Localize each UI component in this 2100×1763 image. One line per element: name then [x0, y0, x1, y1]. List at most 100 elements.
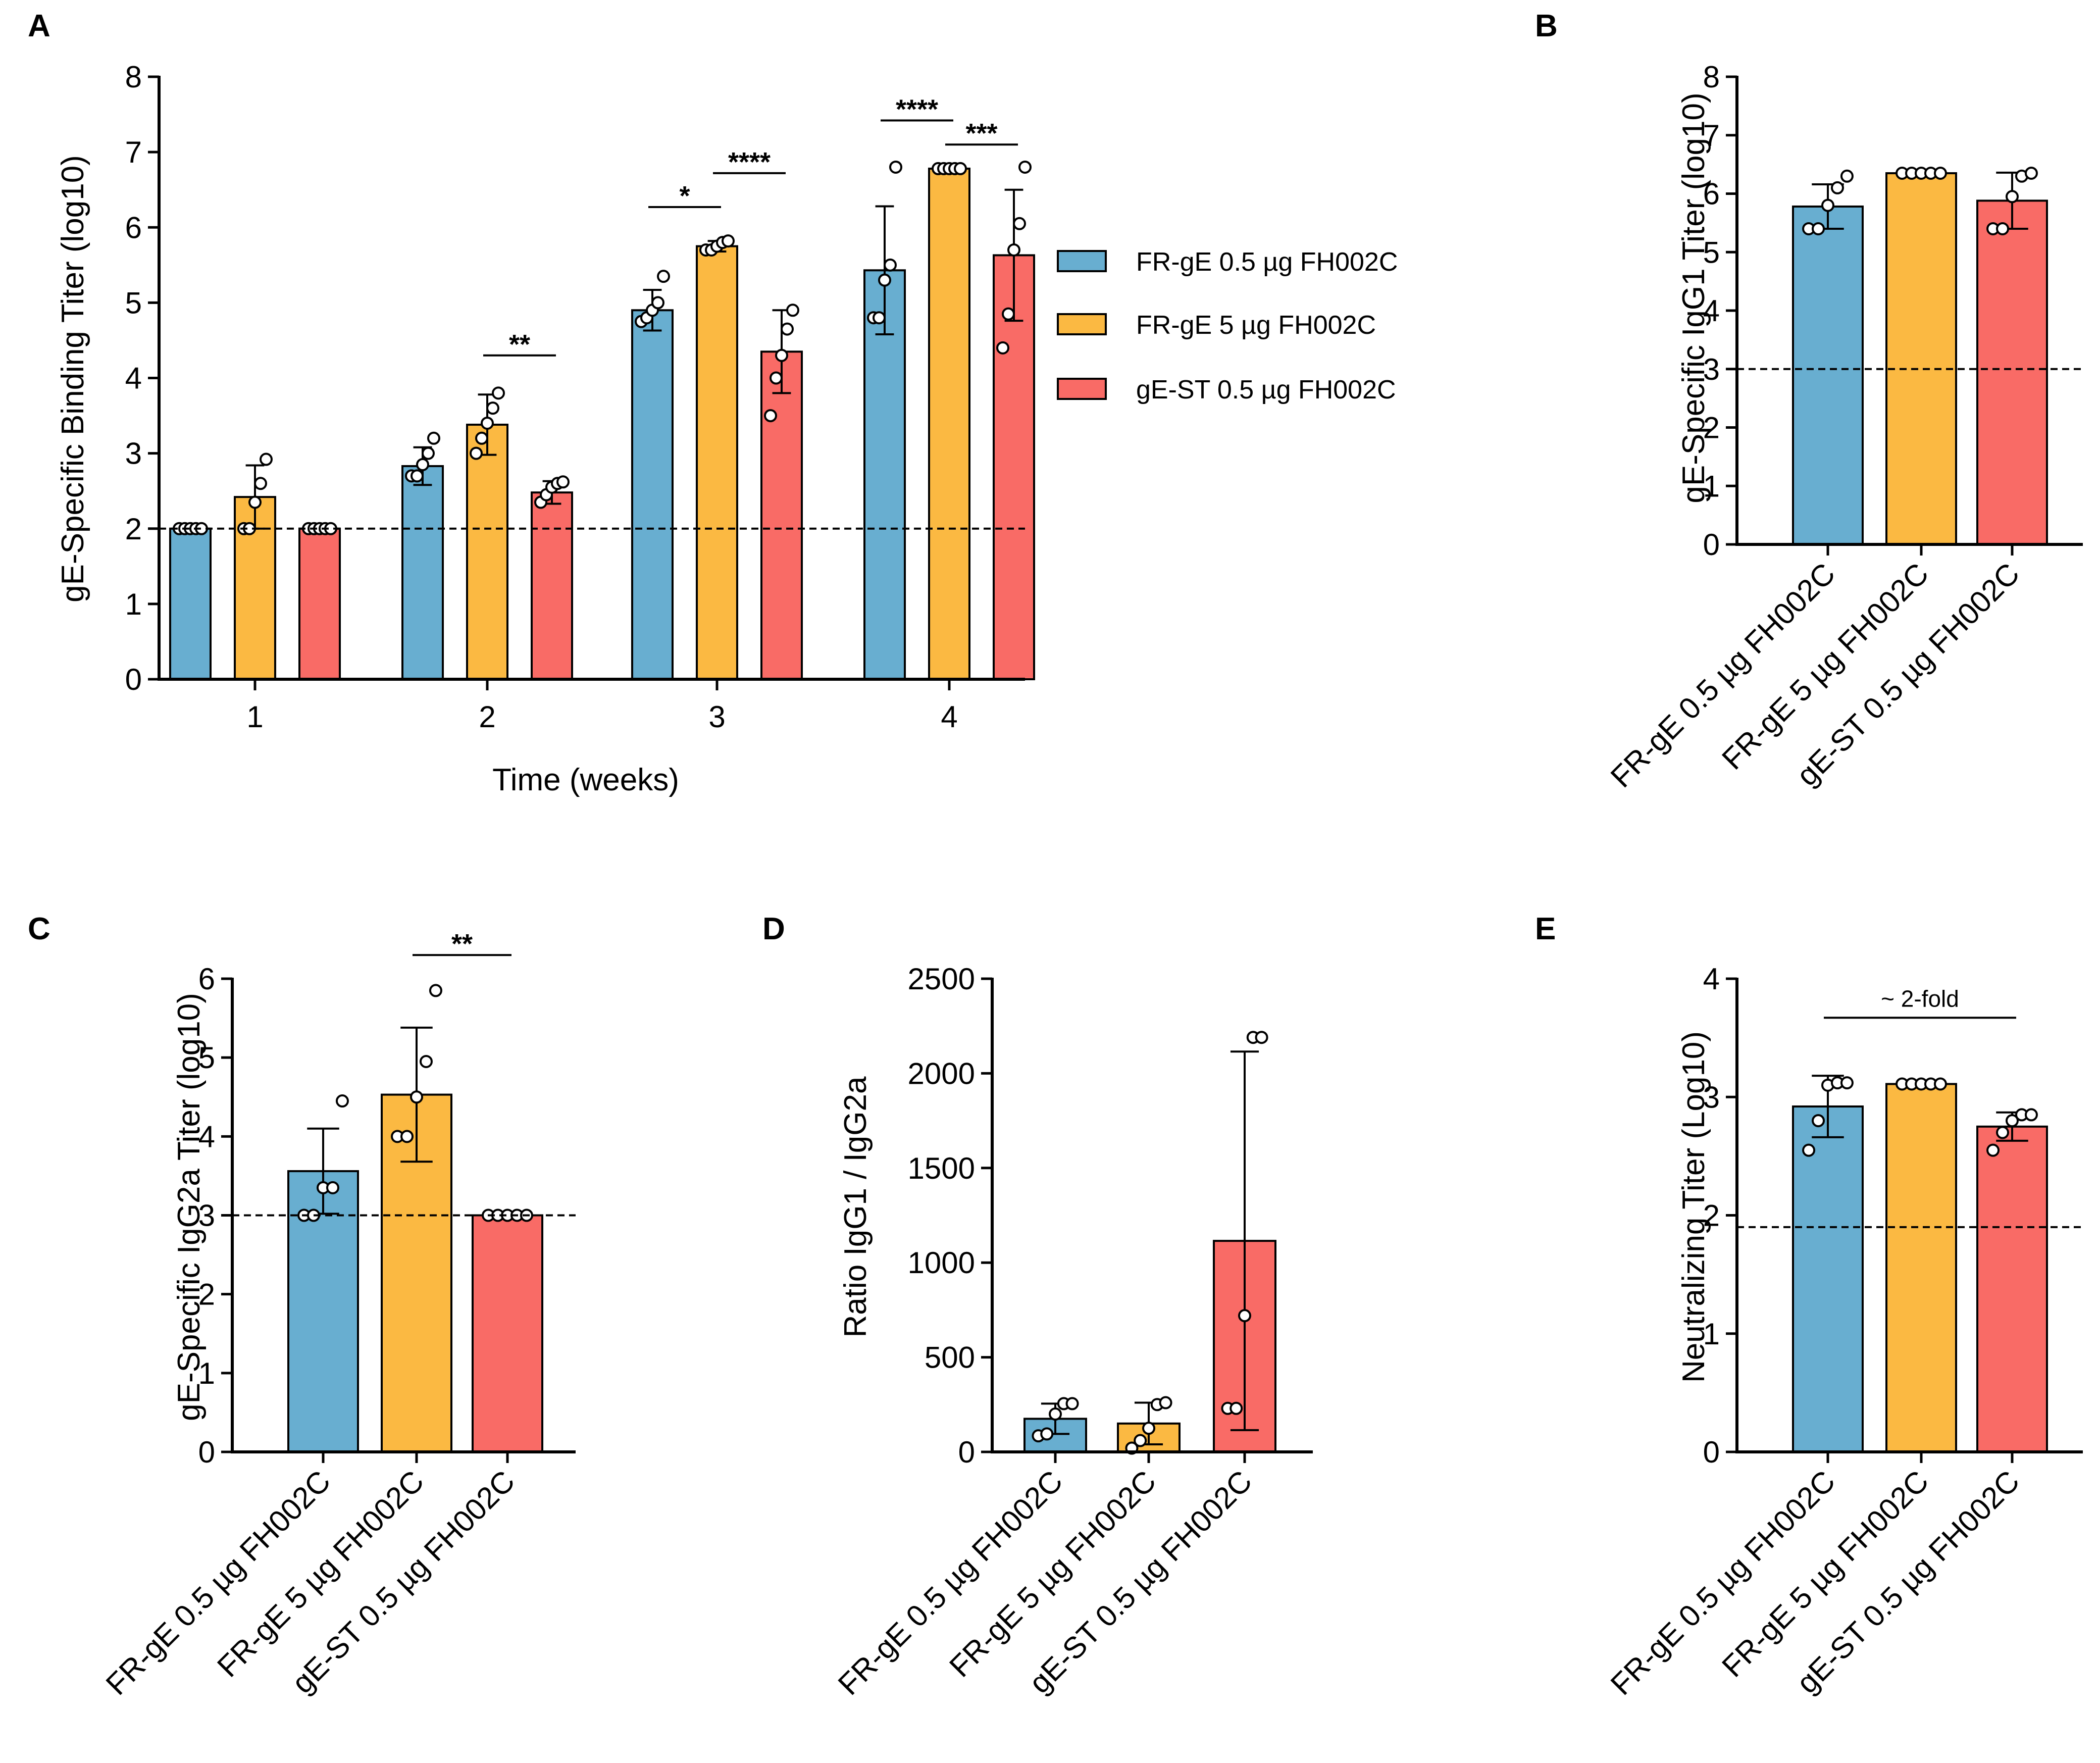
- panel-a-x-tick-label: 1: [246, 700, 263, 734]
- panel-a-bars: [169, 167, 1035, 681]
- panel-e-point: [2024, 1108, 2038, 1122]
- panel-a-legend: FR-gE 0.5 µg FH002C FR-gE 5 µg FH002C gE…: [1057, 247, 1398, 405]
- panel-a-y-tick-label: 7: [125, 135, 142, 169]
- panel-e-points: [1802, 1076, 2038, 1157]
- legend-swatch-fr-ge-0-5: [1057, 250, 1107, 272]
- panel-d-point: [1134, 1434, 1147, 1447]
- panel-d-point: [1255, 1031, 1268, 1044]
- panel-a-y-tick-label: 3: [125, 437, 142, 471]
- panel-a-point: [1002, 307, 1015, 321]
- panel-c-y-tick-label: 0: [198, 1435, 215, 1469]
- legend-swatch-fr-ge-5: [1057, 313, 1107, 335]
- panel-e-bar-fr-ge-0-5-ug-fh002c: [1792, 1105, 1864, 1453]
- panel-c-significance-label: **: [451, 929, 473, 959]
- panel-a-significance-label: ****: [728, 147, 771, 177]
- panel-a-x-tick-label: 4: [941, 700, 957, 734]
- panel-d-y-axis-title: Ratio IgG1 / IgG2a: [838, 1076, 873, 1337]
- panel-a-y-tick-label: 1: [125, 587, 142, 621]
- panel-e-y-tick-label: 4: [1703, 962, 1720, 996]
- panel-b-y-tick-label: 6: [1703, 177, 1720, 211]
- panel-a-bar-fr-ge-0-5-ug-fh002c-week-2: [401, 465, 444, 680]
- panel-a-point: [1007, 243, 1020, 257]
- panel-a-bar-fr-ge-5-ug-fh002c-week-4: [928, 167, 970, 680]
- panel-e-significance-label: ~ 2-fold: [1881, 985, 1959, 1012]
- panel-b-y-tick-label: 2: [1703, 411, 1720, 445]
- panel-b-y-tick-label: 1: [1703, 469, 1720, 503]
- panel-a-bar-fr-ge-5-ug-fh002c-week-3: [696, 245, 738, 680]
- panel-a: A gE-Specific Binding Titer (log10) Time…: [28, 9, 1398, 797]
- panel-d-point: [1142, 1422, 1155, 1435]
- panel-a-y-tick-label: 2: [125, 512, 142, 546]
- panel-a-point: [657, 270, 670, 283]
- panel-a-bar-fr-ge-0-5-ug-fh002c-week-1: [169, 527, 212, 680]
- panel-a-point: [416, 458, 429, 471]
- panel-a-bar-fr-ge-0-5-ug-fh002c-week-3: [631, 309, 674, 680]
- panel-e-point: [1840, 1076, 1854, 1090]
- panel-c-points: [297, 984, 533, 1222]
- panel-e-point: [1802, 1143, 1816, 1157]
- panel-b-bar-fr-ge-0-5-ug-fh002c: [1792, 205, 1864, 545]
- panel-a-point: [422, 446, 435, 460]
- panel-a-point: [775, 348, 788, 362]
- panel-b: B gE-Specific IgG1 Titer (log10) 0 1 2 3 4 5 6…: [1535, 9, 2083, 794]
- panel-c: C gE-Specific IgG2a Titer (log10) 0 1 2 3 4 5…: [28, 912, 576, 1701]
- panel-b-y-tick-label: 7: [1703, 119, 1720, 153]
- panel-d-points: [1032, 1031, 1268, 1455]
- panel-b-point: [1830, 181, 1844, 194]
- panel-d-y-tick-label: 500: [925, 1341, 975, 1375]
- legend-swatch-ge-st-0-5: [1057, 378, 1107, 400]
- panel-a-point: [878, 273, 891, 287]
- panel-c-y-tick-label: 3: [198, 1199, 215, 1233]
- panel-d-y-tick-label: 1500: [908, 1151, 975, 1185]
- panel-a-axes: 0 1 2 3 4 5 6 7 8 1 2 3 4: [125, 60, 1025, 734]
- panel-b-point: [1933, 166, 1947, 180]
- panel-b-bar-ge-st-0-5-ug-fh002c: [1976, 199, 2048, 545]
- panel-e-point: [2006, 1114, 2019, 1128]
- panel-e: E Neutralizing Titer (Log10) 01234FR-gE …: [1535, 912, 2083, 1701]
- panel-a-point: [889, 160, 902, 174]
- panel-e-y-tick-label: 3: [1703, 1080, 1720, 1114]
- panel-e-y-axis-title: Neutralizing Titer (Log10): [1676, 1031, 1711, 1383]
- panel-b-y-tick-label: 3: [1703, 352, 1720, 386]
- panel-c-point: [429, 984, 442, 997]
- panel-b-bar-fr-ge-5-ug-fh002c: [1885, 172, 1957, 545]
- panel-b-point: [1812, 222, 1825, 235]
- panel-e-y-tick-label: 1: [1703, 1317, 1720, 1351]
- panel-b-y-tick-label: 8: [1703, 60, 1720, 94]
- panel-b-point: [2006, 190, 2019, 204]
- panel-c-point: [419, 1054, 433, 1068]
- panel-a-point: [873, 311, 886, 325]
- panel-d-error-bar-ge-st-0-5-ug-fh002c: [1230, 1050, 1259, 1431]
- panel-b-y-tick-label: 4: [1703, 294, 1720, 328]
- panel-a-point: [470, 446, 483, 460]
- panel-e-bar-fr-ge-5-ug-fh002c: [1885, 1083, 1957, 1453]
- panel-a-point: [996, 341, 1009, 355]
- panel-c-y-tick-label: 5: [198, 1041, 215, 1075]
- panel-d-point: [1040, 1427, 1054, 1441]
- panel-c-point: [326, 1181, 339, 1194]
- panel-a-point: [781, 322, 794, 336]
- panel-a-x-axis-title: Time (weeks): [492, 763, 679, 797]
- panel-d-point: [1049, 1407, 1062, 1421]
- panel-c-y-tick-label: 1: [198, 1356, 215, 1390]
- panel-b-y-tick-label: 0: [1703, 528, 1720, 562]
- panel-a-y-tick-label: 0: [125, 663, 142, 696]
- panel-d: D Ratio IgG1 / IgG2a 0 500 1000 1500 2000 250…: [762, 912, 1313, 1701]
- panel-a-bar-fr-ge-0-5-ug-fh002c-week-4: [863, 269, 906, 680]
- panel-a-point: [486, 401, 499, 415]
- panel-d-point: [1159, 1396, 1172, 1409]
- panel-b-point: [1996, 222, 2010, 235]
- panel-d-y-tick-label: 0: [958, 1435, 975, 1469]
- panel-a-y-axis-title: gE-Specific Binding Titer (log10): [56, 155, 90, 602]
- panel-e-annotations: ~ 2-fold: [1824, 985, 2016, 1019]
- panel-a-point: [492, 386, 505, 400]
- panel-b-points: [1802, 166, 2038, 235]
- panel-e-point: [1996, 1126, 2010, 1139]
- panel-d-point: [1230, 1401, 1243, 1415]
- panel-a-letter: A: [28, 9, 50, 43]
- legend-label-fr-ge-0-5: FR-gE 0.5 µg FH002C: [1136, 247, 1398, 277]
- panel-c-y-tick-label: 6: [198, 962, 215, 996]
- panel-c-annotations: **: [413, 929, 511, 959]
- panel-d-letter: D: [762, 912, 785, 946]
- panel-c-bar-ge-st-0-5-ug-fh002c: [472, 1214, 543, 1453]
